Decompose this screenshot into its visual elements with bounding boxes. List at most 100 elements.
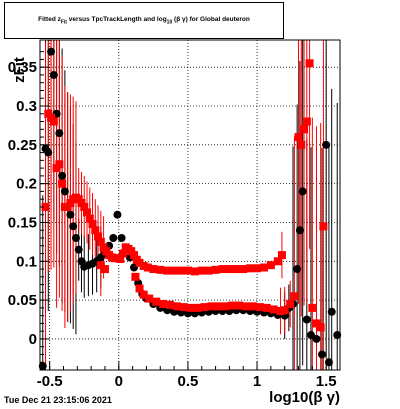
data-point: [135, 284, 144, 293]
data-point: [58, 179, 67, 188]
data-point: [58, 171, 67, 180]
data-point: [225, 265, 234, 274]
chart-title-box: Fitted zFit versus TpcTrackLength and lo…: [4, 2, 284, 39]
data-point: [319, 222, 328, 231]
data-point: [193, 303, 202, 312]
data-point: [286, 300, 295, 308]
data-point: [83, 208, 92, 217]
data-point: [290, 292, 299, 301]
data-point: [149, 265, 158, 274]
data-point: [131, 272, 140, 281]
title-suffix: (β γ) for Global deuteron: [174, 15, 250, 23]
x-tick-label: 0.5: [177, 373, 198, 390]
data-point: [91, 226, 100, 235]
data-point: [322, 140, 331, 149]
data-point: [117, 234, 126, 242]
y-tick-label: 0.1: [16, 253, 37, 270]
data-point: [228, 301, 237, 310]
data-point: [269, 305, 278, 314]
data-point: [113, 210, 122, 219]
data-point: [232, 265, 241, 274]
grid-lines: [40, 40, 340, 370]
axis-tick-labels: -0.5 0 0.5 1 1.5 0 0.05 0.1 0.15 0.2 0.25 0.3 0.35: [8, 59, 337, 390]
data-point: [277, 251, 286, 260]
data-point: [165, 300, 174, 309]
data-point: [308, 303, 317, 312]
data-point: [130, 251, 139, 260]
x-tick-label: -0.5: [37, 373, 63, 390]
data-point: [316, 323, 325, 332]
data-point: [207, 302, 216, 311]
data-point: [159, 300, 168, 308]
data-point: [179, 303, 188, 312]
data-point: [80, 202, 89, 211]
data-point: [239, 265, 248, 274]
plot-frame: [39, 39, 341, 371]
data-point: [49, 117, 58, 126]
data-point: [135, 258, 144, 267]
data-point: [214, 302, 223, 311]
data-point: [96, 261, 105, 270]
data-point: [183, 266, 192, 275]
data-point: [255, 303, 264, 312]
data-point: [100, 265, 109, 274]
data-point: [139, 261, 148, 270]
data-point: [66, 210, 75, 219]
data-point: [211, 265, 220, 274]
data-point: [172, 302, 181, 311]
data-point: [118, 249, 127, 258]
data-point: [85, 214, 94, 223]
data-point: [177, 266, 186, 275]
data-point: [324, 358, 333, 367]
data-point: [38, 362, 47, 371]
data-point: [294, 133, 303, 142]
data-point: [248, 302, 257, 311]
data-point: [221, 302, 230, 311]
data-point: [327, 307, 336, 316]
data-point: [152, 297, 161, 306]
data-point: [241, 302, 250, 311]
y-tick-label: 0.2: [16, 176, 37, 193]
data-point: [69, 222, 78, 231]
y-tick-label: 0.05: [8, 292, 37, 309]
data-point: [302, 117, 311, 126]
data-point: [280, 306, 289, 315]
x-tick-label: 1: [253, 373, 261, 390]
data-point: [55, 160, 64, 169]
title-prefix: Fitted z: [38, 15, 61, 23]
y-tick-label: 0.35: [8, 59, 37, 76]
data-point: [41, 202, 50, 211]
x-tick-label: 1.5: [316, 373, 337, 390]
data-point: [145, 294, 154, 303]
data-point: [253, 264, 262, 273]
chart-title: Fitted zFit versus TpcTrackLength and lo…: [38, 16, 250, 25]
data-point: [139, 290, 148, 299]
data-point: [88, 220, 97, 229]
title-middle: versus TpcTrackLength and log: [66, 15, 167, 23]
data-point: [109, 234, 118, 242]
data-point: [186, 303, 195, 312]
data-point: [74, 245, 83, 254]
data-point: [276, 306, 285, 315]
data-point: [94, 232, 103, 241]
data-point: [96, 237, 105, 246]
data-point: [116, 254, 125, 263]
y-tick-label: 0: [29, 331, 37, 348]
data-point: [293, 265, 302, 274]
x-axis-title: log10(β γ): [269, 389, 340, 406]
data-point: [200, 303, 209, 312]
data-point: [273, 257, 282, 266]
y-tick-label: 0.3: [16, 98, 37, 115]
axis-ticks: [40, 51, 327, 370]
data-point: [190, 267, 199, 276]
data-point: [312, 319, 321, 328]
data-point: [44, 148, 53, 157]
data-point: [47, 47, 56, 56]
data-point: [170, 266, 179, 275]
data-point: [197, 266, 206, 275]
data-point: [300, 125, 309, 134]
data-point: [302, 315, 311, 324]
data-point: [235, 301, 244, 310]
y-tick-label: 0.25: [8, 137, 37, 154]
